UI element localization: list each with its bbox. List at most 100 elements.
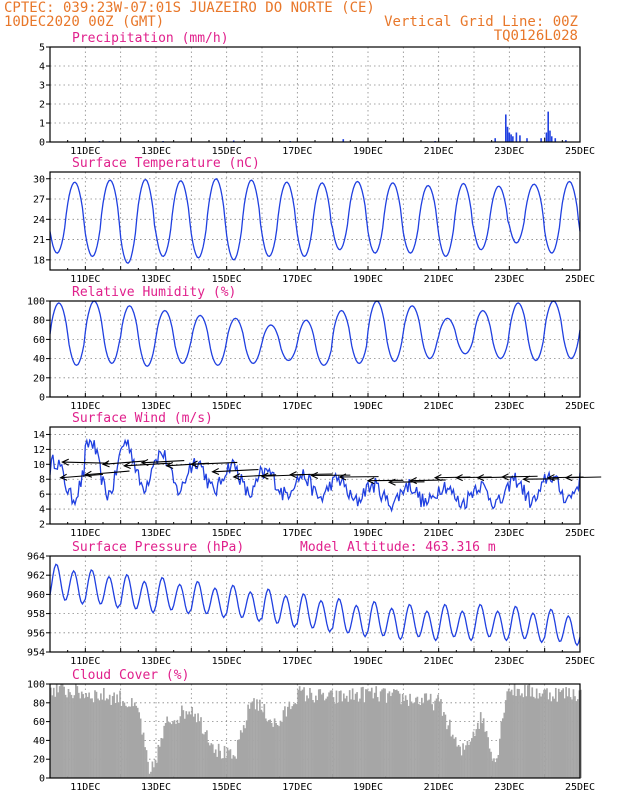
cloud-bar (208, 742, 210, 778)
cloud-bar (344, 698, 346, 778)
cloud-bar (367, 689, 369, 778)
cloud-bar (487, 737, 489, 778)
cloud-bar (78, 693, 80, 778)
cloud-bar (477, 723, 479, 778)
cloud-bar (238, 739, 240, 778)
cloud-bar (336, 691, 338, 778)
cloud-bar (262, 712, 264, 778)
cloud-bar (459, 747, 461, 778)
cloud-bar (84, 698, 86, 778)
cloud-bar (109, 695, 111, 778)
precip-xtick-label: 23DEC (494, 146, 524, 157)
cloud-bar (250, 702, 252, 778)
cloud-bar (400, 704, 402, 778)
cloud-bar (531, 687, 533, 778)
cloud-bar (236, 759, 238, 778)
cloud-bar (555, 688, 557, 778)
press-title: Surface Pressure (hPa) (72, 540, 244, 555)
cloud-bar (225, 758, 227, 778)
temp-ytick-label: 18 (33, 255, 45, 266)
cloud-bar (187, 714, 189, 778)
cloud-bar (287, 707, 289, 778)
cloud-bar (184, 719, 186, 778)
cloud-bar (194, 714, 196, 778)
cloud-bar (408, 706, 410, 778)
cloud-bar (328, 692, 330, 778)
cloud-bar (146, 750, 148, 778)
cloud-bar (372, 698, 374, 778)
cloud-bar (255, 709, 257, 778)
cloud-bar (499, 739, 501, 778)
wind-xtick-label: 25DEC (565, 528, 595, 539)
cloud-bar (539, 693, 541, 778)
cloud-xtick-label: 25DEC (565, 782, 595, 793)
cloud-bar (542, 694, 544, 778)
wind-xtick-label: 11DEC (70, 528, 100, 539)
cloud-bar (185, 711, 187, 778)
cloud-bar (127, 707, 129, 778)
cloud-bar (546, 688, 548, 778)
cloud-bar (266, 722, 268, 778)
cloud-bar (82, 694, 84, 778)
press-xtick-label: 23DEC (494, 656, 524, 667)
cloud-bar (56, 684, 58, 778)
cloud-bar (155, 760, 157, 778)
cloud-bar (464, 750, 466, 778)
cloud-bar (386, 703, 388, 778)
cloud-bar (297, 690, 299, 778)
press-xtick-label: 19DEC (353, 656, 383, 667)
cloud-bar (489, 749, 491, 778)
cloud-bar (278, 726, 280, 778)
cloud-bar (319, 689, 321, 778)
wind-arrow (142, 461, 184, 463)
precip-bar (551, 136, 553, 142)
cloud-bar (406, 700, 408, 778)
wind-arrow (566, 477, 601, 478)
cloud-bar (94, 690, 96, 778)
cloud-bar (166, 717, 168, 778)
cloud-bar (138, 712, 140, 778)
rh-ytick-label: 0 (39, 393, 45, 404)
precip-bar (549, 131, 551, 142)
cloud-bar (96, 692, 98, 778)
cloud-bar (509, 691, 511, 778)
cloud-bar (72, 698, 74, 778)
cloud-bar (445, 715, 447, 778)
cloud-bar (104, 700, 106, 778)
cloud-bar (562, 688, 564, 778)
cloud-bar (418, 704, 420, 778)
cloud-bar (81, 692, 83, 778)
cloud-bar (233, 755, 235, 778)
cloud-bar (442, 716, 444, 778)
cloud-bar (57, 692, 59, 778)
rh-xtick-label: 23DEC (494, 401, 524, 412)
cloud-bar (475, 729, 477, 778)
cloud-bar (53, 688, 55, 778)
cloud-bar (503, 713, 505, 778)
precip-ytick-label: 2 (39, 100, 45, 111)
wind-ytick-label: 8 (39, 475, 45, 486)
wind-arrow (85, 471, 129, 475)
cloud-ytick-label: 100 (27, 680, 45, 691)
cloud-bar (514, 684, 516, 778)
cloud-bar (455, 737, 457, 778)
cloud-bar (209, 745, 211, 778)
cloud-bar (443, 712, 445, 778)
cloud-bar (316, 700, 318, 778)
cloud-bar (453, 739, 455, 778)
cloud-ytick-label: 80 (33, 698, 45, 709)
cloud-bar (342, 701, 344, 778)
cloud-bar (205, 732, 207, 778)
cloud-bar (193, 717, 195, 778)
cloud-bar (492, 760, 494, 778)
cloud-bar (548, 699, 550, 778)
cloud-bar (384, 689, 386, 778)
cloud-bar (374, 693, 376, 778)
cloud-bar (549, 692, 551, 778)
cloud-bar (237, 740, 239, 778)
cloud-bar (230, 749, 232, 778)
wind-xtick-label: 21DEC (424, 528, 454, 539)
cloud-bar (97, 699, 99, 778)
cloud-bar (340, 691, 342, 778)
